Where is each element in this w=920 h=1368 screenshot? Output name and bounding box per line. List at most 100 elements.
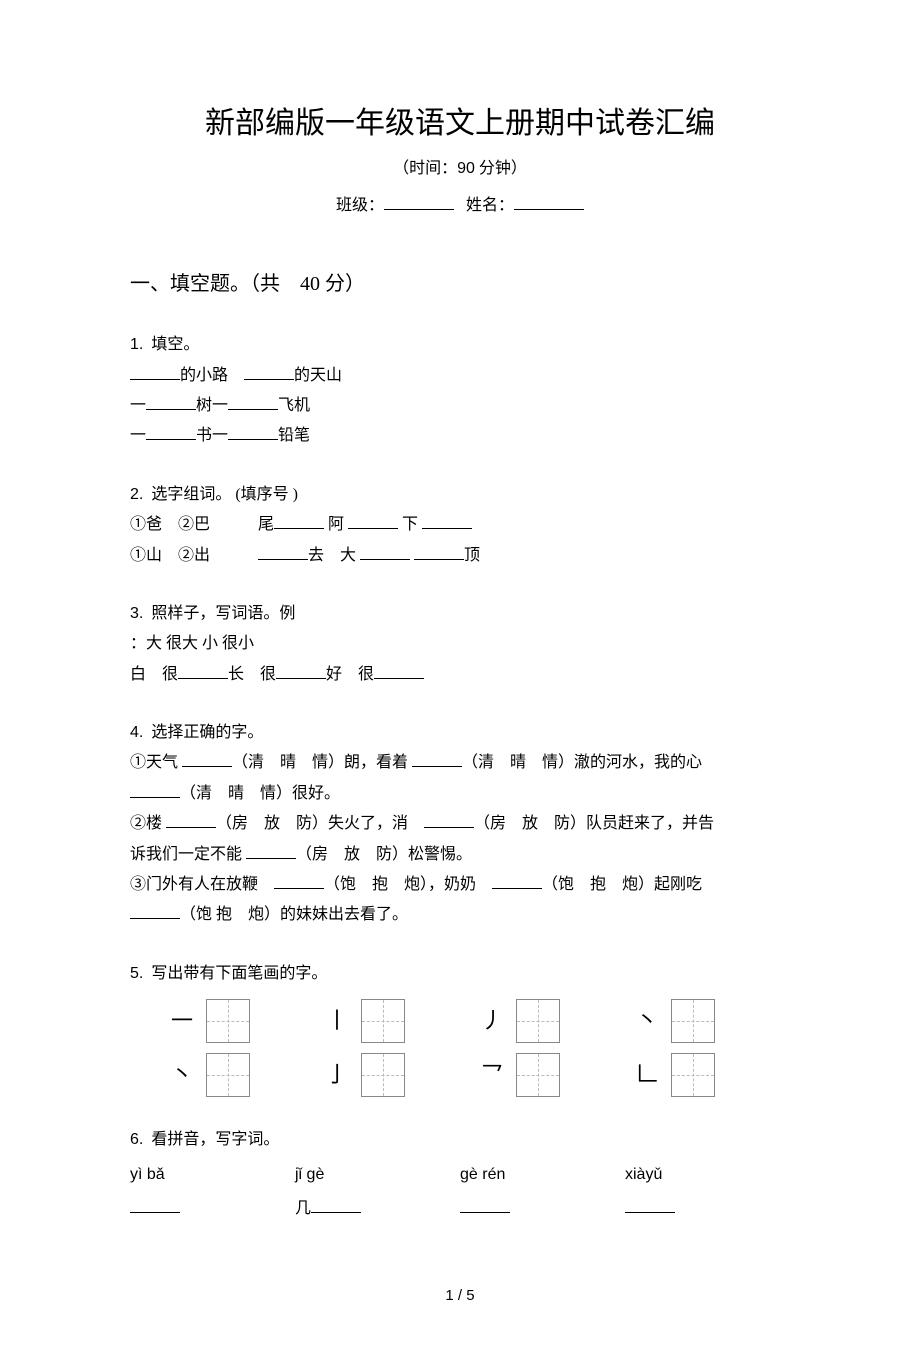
q2-blank <box>422 511 472 529</box>
question-3: 3. 照样子，写词语。例 ：大 很大 小 很小 白 很长 很好 很 <box>130 599 790 690</box>
grid-box <box>671 1053 715 1097</box>
q4-text: （房 放 防）失火了，消 <box>216 815 424 832</box>
stroke-glyph: 丶 <box>635 1000 659 1042</box>
pinyin-text: jǐ gè <box>295 1166 324 1183</box>
stroke-item: 丶 <box>635 999 715 1043</box>
q2-blank <box>414 542 464 560</box>
q3-num: 3. <box>130 605 143 622</box>
q1-text: 一 <box>130 397 146 414</box>
q1-blank <box>130 362 180 380</box>
q2-blank <box>258 542 308 560</box>
q4-blank <box>274 871 324 889</box>
pinyin-col: xiàyǔ <box>625 1160 790 1190</box>
q1-text: 树一 <box>196 397 228 414</box>
time-info: （时间：90 分钟） <box>130 156 790 182</box>
answer-col: 几 <box>295 1194 460 1224</box>
time-prefix: （时间： <box>393 160 457 177</box>
q4-blank <box>130 901 180 919</box>
pinyin-col: gè rén <box>460 1160 625 1190</box>
stroke-glyph: 𠃊 <box>635 1054 659 1096</box>
q1-blank <box>146 392 196 410</box>
q1-label: 填空。 <box>151 336 199 353</box>
q5-label: 写出带有下面笔画的字。 <box>151 965 327 982</box>
question-1: 1. 填空。 的小路 的天山 一树一飞机 一书一铅笔 <box>130 330 790 452</box>
q2-text: ①爸 ②巴 尾 <box>130 516 274 533</box>
q2-num: 2. <box>130 486 143 503</box>
time-value: 90 <box>457 160 475 177</box>
q1-text: 的天山 <box>294 367 342 384</box>
stroke-glyph: 一 <box>170 1000 194 1042</box>
pinyin-col: jǐ gè <box>295 1160 460 1190</box>
q3-blank <box>276 661 326 679</box>
q4-blank <box>182 749 232 767</box>
q4-label: 选择正确的字。 <box>151 724 263 741</box>
page-title: 新部编版一年级语文上册期中试卷汇编 <box>130 100 790 148</box>
q1-text: 飞机 <box>278 397 310 414</box>
q1-text: 一 <box>130 427 146 444</box>
pinyin-text: gè rén <box>460 1166 505 1183</box>
q1-blank <box>228 422 278 440</box>
stroke-item: 一 <box>170 999 250 1043</box>
q5-num: 5. <box>130 965 143 982</box>
q2-blank <box>348 511 398 529</box>
q6-blank <box>625 1195 675 1213</box>
q2-text: 下 <box>398 516 422 533</box>
q3-text: 好 很 <box>326 666 374 683</box>
stroke-glyph: 丶 <box>170 1054 194 1096</box>
grid-box <box>671 999 715 1043</box>
stroke-glyph: 亅 <box>325 1054 349 1096</box>
pinyin-col: yì bǎ <box>130 1160 295 1190</box>
q3-text: ：大 很大 小 很小 <box>130 635 254 652</box>
grid-box <box>516 999 560 1043</box>
stroke-item: 丶 <box>170 1053 250 1097</box>
q6-blank <box>130 1195 180 1213</box>
q4-text: （饱 抱 炮）的妹妹出去看了。 <box>180 906 408 923</box>
class-label: 班级： <box>336 197 384 214</box>
name-label: 姓名： <box>466 197 514 214</box>
q4-blank <box>492 871 542 889</box>
stroke-glyph: 丿 <box>480 1000 504 1042</box>
q4-blank <box>424 810 474 828</box>
q6-blank <box>460 1195 510 1213</box>
q4-text: ①天气 <box>130 754 182 771</box>
q6-num: 6. <box>130 1131 143 1148</box>
pinyin-row: yì bǎ jǐ gè gè rén xiàyǔ <box>130 1160 790 1190</box>
grid-box <box>516 1053 560 1097</box>
question-6: 6. 看拼音，写字词。 yì bǎ jǐ gè gè rén xiàyǔ 几 <box>130 1125 790 1224</box>
question-5: 5. 写出带有下面笔画的字。 一 丨 丿 丶 丶 亅 乛 𠃊 <box>130 959 790 1097</box>
grid-box <box>206 1053 250 1097</box>
answer-col <box>130 1194 295 1224</box>
q4-text: （饱 抱 炮），奶奶 <box>324 876 492 893</box>
stroke-row-1: 一 丨 丿 丶 <box>170 999 790 1043</box>
q6-blank <box>311 1195 361 1213</box>
grid-box <box>206 999 250 1043</box>
q1-text: 书一 <box>196 427 228 444</box>
student-info: 班级： 姓名： <box>130 192 790 219</box>
q2-text: 阿 <box>324 516 348 533</box>
q4-text: （饱 抱 炮）起刚吃 <box>542 876 702 893</box>
stroke-item: 亅 <box>325 1053 405 1097</box>
question-4: 4. 选择正确的字。 ①天气 （清 晴 情）朗，看着 （清 晴 情）澈的河水，我… <box>130 718 790 931</box>
stroke-item: 𠃊 <box>635 1053 715 1097</box>
question-2: 2. 选字组词。 (填序号 ) ①爸 ②巴 尾 阿 下 ①山 ②出 去 大 顶 <box>130 480 790 571</box>
q2-blank <box>274 511 324 529</box>
class-blank <box>384 192 454 210</box>
q3-text: 长 很 <box>228 666 276 683</box>
q6-prefill: 几 <box>295 1200 311 1217</box>
pinyin-text: yì bǎ <box>130 1166 165 1183</box>
q1-blank <box>228 392 278 410</box>
q2-text: ①山 ②出 <box>130 547 258 564</box>
answer-col <box>460 1194 625 1224</box>
q4-text: ③门外有人在放鞭 <box>130 876 274 893</box>
q3-blank <box>178 661 228 679</box>
q6-label: 看拼音，写字词。 <box>151 1131 279 1148</box>
q4-num: 4. <box>130 724 143 741</box>
page-number: 1 / 5 <box>130 1284 790 1308</box>
time-suffix: 分钟） <box>475 160 527 177</box>
q2-text: 去 大 <box>308 547 360 564</box>
stroke-glyph: 丨 <box>325 1000 349 1042</box>
stroke-item: 丨 <box>325 999 405 1043</box>
stroke-glyph: 乛 <box>480 1054 504 1096</box>
q4-text: （清 晴 情）澈的河水，我的心 <box>462 754 702 771</box>
q4-blank <box>130 780 180 798</box>
